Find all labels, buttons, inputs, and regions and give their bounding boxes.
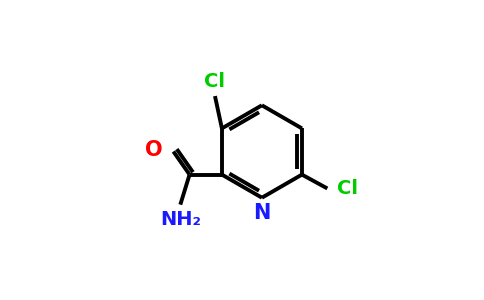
Text: Cl: Cl [336, 179, 358, 198]
Text: O: O [145, 140, 163, 160]
Text: Cl: Cl [204, 72, 226, 92]
Text: N: N [253, 203, 271, 224]
Text: NH₂: NH₂ [160, 210, 201, 230]
